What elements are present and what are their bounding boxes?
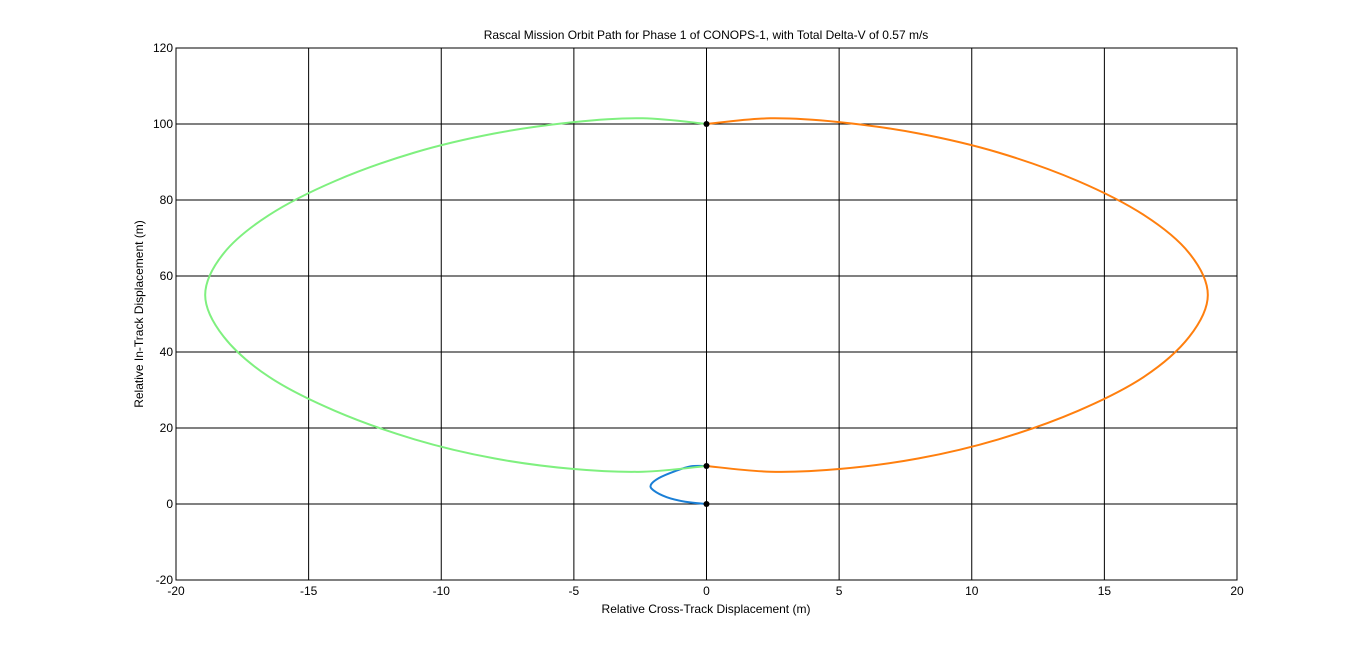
x-tick-label-4: 0 [703, 584, 710, 598]
tick-labels: -20 -15 -10 -5 0 5 10 15 20 -20 0 20 40 60 80 100 120 [153, 41, 1244, 598]
y-tick-label-3: 40 [160, 345, 174, 359]
x-tick-label-3: -5 [569, 584, 580, 598]
orbit-paths [204, 117, 1209, 505]
x-axis-label: Relative Cross-Track Displacement (m) [602, 602, 811, 616]
y-tick-label-5: 80 [160, 193, 174, 207]
y-tick-label-7: 120 [153, 41, 173, 55]
waypoint-marker-1 [703, 463, 710, 469]
x-tick-label-8: 20 [1230, 584, 1244, 598]
y-tick-label-1: 0 [166, 497, 173, 511]
x-tick-label-7: 15 [1098, 584, 1112, 598]
x-tick-label-2: -10 [433, 584, 451, 598]
chart-title: Rascal Mission Orbit Path for Phase 1 of… [484, 28, 929, 42]
y-tick-label-0: -20 [156, 573, 174, 587]
y-axis-label: Relative In-Track Displacement (m) [132, 220, 146, 408]
waypoint-marker-2 [703, 121, 710, 127]
x-tick-label-0: -20 [167, 584, 185, 598]
y-tick-label-2: 20 [160, 421, 174, 435]
x-tick-label-1: -15 [300, 584, 318, 598]
orbit-series-2 [204, 117, 708, 473]
waypoint-markers [703, 121, 710, 507]
waypoint-marker-0 [703, 501, 710, 507]
plot-frame [175, 47, 1238, 581]
y-tick-label-4: 60 [160, 269, 174, 283]
orbit-series-1 [705, 117, 1209, 473]
x-tick-label-5: 5 [836, 584, 843, 598]
y-tick-label-6: 100 [153, 117, 173, 131]
x-tick-label-6: 10 [965, 584, 979, 598]
